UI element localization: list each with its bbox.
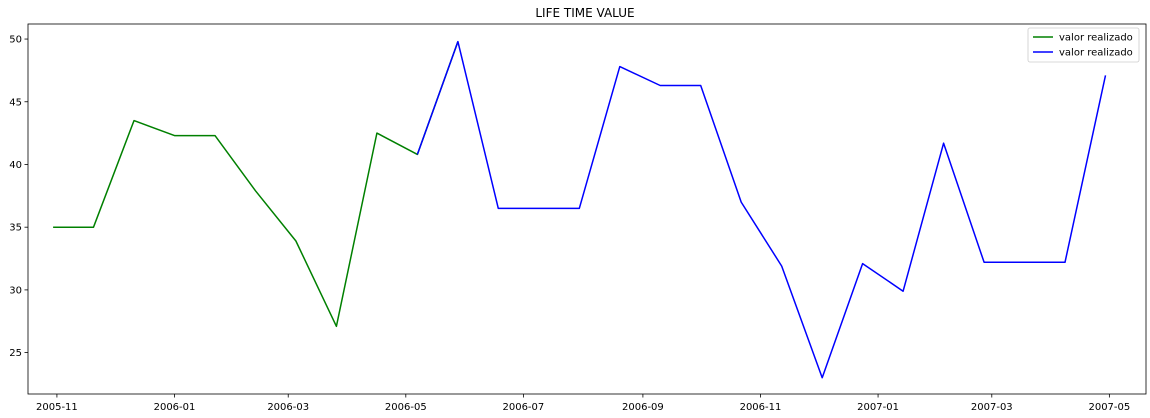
series-layer <box>53 40 1107 379</box>
x-tick-label: 2007-05 <box>1088 402 1130 413</box>
plot-area <box>28 24 1146 394</box>
x-tick-label: 2006-03 <box>267 402 309 413</box>
legend-label-1: valor realizado <box>1059 33 1133 44</box>
legend: valor realizado valor realizado <box>1027 27 1140 63</box>
y-tick-label: 25 <box>9 348 22 359</box>
legend-label-2: valor realizado <box>1059 48 1133 59</box>
x-tick-label: 2007-01 <box>857 402 899 413</box>
y-tick-label: 45 <box>9 97 22 108</box>
y-axis: 25 30 35 40 45 50 <box>9 35 28 359</box>
plot-frame <box>27 23 1147 395</box>
x-tick-label: 2006-11 <box>740 402 782 413</box>
x-tick-label: 2005-11 <box>36 402 78 413</box>
series-line-1 <box>53 41 459 328</box>
series-line-2 <box>416 40 1107 379</box>
x-tick-label: 2006-09 <box>622 402 664 413</box>
y-tick-label: 40 <box>9 160 22 171</box>
x-tick-label: 2006-05 <box>385 402 427 413</box>
y-tick-label: 30 <box>9 285 22 296</box>
axes-layer <box>27 23 1147 395</box>
chart-title: LIFE TIME VALUE <box>535 6 634 20</box>
legend-box <box>1027 27 1140 63</box>
x-tick-label: 2007-03 <box>971 402 1013 413</box>
x-axis: 2005-11 2006-01 2006-03 2006-05 2006-07 2006-… <box>36 394 1130 413</box>
y-tick-label: 35 <box>9 223 22 234</box>
x-tick-label: 2006-07 <box>502 402 544 413</box>
x-tick-label: 2006-01 <box>154 402 196 413</box>
y-tick-label: 50 <box>9 35 22 46</box>
